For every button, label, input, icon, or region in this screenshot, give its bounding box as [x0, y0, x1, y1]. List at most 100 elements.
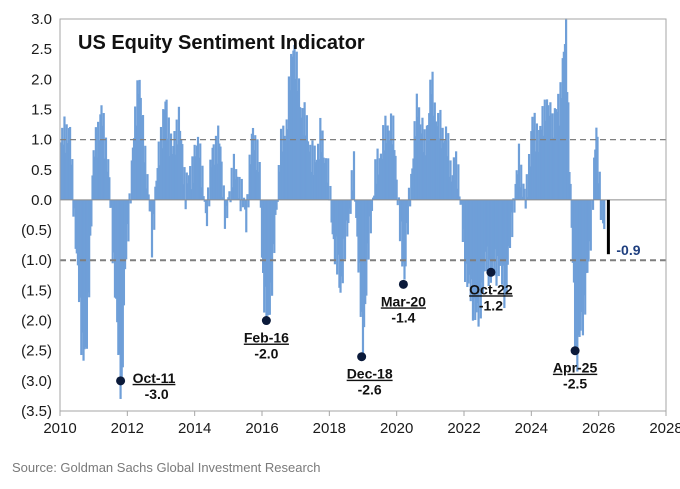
plot-frame	[59, 18, 667, 412]
data-bar	[248, 154, 251, 200]
data-bar	[146, 174, 149, 200]
data-bar	[174, 154, 177, 200]
data-bar	[578, 199, 581, 337]
data-bar	[205, 199, 209, 227]
data-bar	[554, 109, 558, 200]
data-bar	[147, 194, 150, 200]
data-bar	[597, 183, 600, 200]
y-tick-label: (3.0)	[21, 373, 52, 390]
data-bar	[277, 165, 280, 200]
data-bar	[338, 199, 341, 288]
data-bar	[70, 164, 73, 200]
data-bar	[131, 147, 135, 200]
data-bar	[200, 187, 203, 200]
data-bar	[242, 197, 246, 200]
data-bar	[368, 199, 371, 217]
data-bar	[472, 199, 476, 299]
data-bar	[235, 169, 238, 200]
data-bar	[253, 150, 256, 200]
data-bar	[229, 199, 232, 203]
data-bar	[585, 199, 588, 274]
data-bar	[336, 199, 339, 275]
data-bar	[465, 199, 468, 264]
data-bar	[556, 111, 559, 200]
data-bar	[231, 187, 234, 200]
data-bar	[107, 159, 110, 200]
data-bar	[102, 113, 105, 200]
data-bar	[383, 150, 386, 200]
data-bar	[110, 199, 113, 208]
data-bar	[320, 152, 323, 200]
data-bar	[325, 182, 329, 200]
data-bar	[251, 127, 255, 200]
data-bar	[412, 158, 415, 200]
data-bar	[227, 197, 230, 200]
data-bar	[276, 199, 279, 202]
data-bar	[245, 199, 248, 233]
data-bar	[424, 155, 427, 200]
data-bar	[73, 199, 76, 209]
data-bar	[480, 199, 484, 283]
data-bar	[525, 174, 528, 200]
data-bar	[305, 115, 308, 200]
data-bar	[507, 199, 510, 247]
data-bar	[150, 199, 154, 258]
data-bar	[542, 135, 545, 200]
y-tick-label: 0.0	[31, 192, 52, 209]
y-tick-label: 1.5	[31, 101, 52, 118]
data-bar	[246, 194, 249, 200]
data-bar	[438, 138, 441, 200]
data-bar	[208, 199, 211, 207]
data-bar	[562, 51, 565, 200]
data-bar	[138, 79, 141, 200]
data-bar	[101, 125, 104, 200]
data-bar	[346, 199, 349, 237]
data-bar	[470, 199, 473, 280]
data-bar	[572, 199, 576, 283]
data-bar	[324, 158, 328, 200]
data-bar	[456, 188, 459, 200]
data-bar	[523, 188, 526, 200]
data-bar	[85, 199, 89, 349]
data-bar	[477, 199, 480, 327]
data-bar	[130, 160, 133, 200]
data-bar	[140, 116, 143, 200]
data-bar	[419, 124, 422, 200]
data-bar	[165, 99, 168, 200]
data-bar	[446, 156, 449, 200]
annotation-value: -3.0	[145, 386, 169, 402]
data-bar	[167, 117, 170, 200]
data-bar	[128, 193, 131, 200]
data-bar	[547, 105, 550, 200]
data-bar	[95, 157, 99, 200]
data-bar	[323, 162, 326, 200]
data-bar	[414, 136, 417, 200]
data-bar	[81, 199, 84, 333]
data-bar	[98, 140, 101, 200]
data-bar	[350, 170, 353, 200]
data-bar	[548, 115, 551, 200]
data-bar	[195, 145, 198, 200]
data-bar	[260, 199, 264, 258]
data-bar	[395, 179, 398, 200]
data-bar	[218, 143, 221, 200]
data-bar	[181, 144, 184, 200]
data-bar	[182, 184, 185, 200]
data-bar	[123, 199, 127, 270]
data-bar	[166, 138, 169, 200]
data-bar	[187, 175, 191, 200]
data-bar	[144, 145, 147, 200]
data-bar	[211, 147, 214, 200]
data-bar	[306, 141, 310, 200]
data-bar	[439, 109, 442, 200]
y-tick-labels: 3.0 2.5 2.0 1.5 1.0 0.5 0.0 (0.5) (1.0) (1.5) (2.0…	[21, 11, 52, 420]
data-bar	[226, 199, 229, 219]
data-bar	[269, 199, 273, 283]
data-bar	[369, 199, 372, 234]
data-bar	[586, 199, 589, 273]
data-bar	[581, 199, 585, 336]
data-bar	[312, 175, 315, 200]
data-bar	[453, 180, 457, 200]
data-bar	[565, 18, 568, 200]
data-bar	[594, 149, 597, 200]
